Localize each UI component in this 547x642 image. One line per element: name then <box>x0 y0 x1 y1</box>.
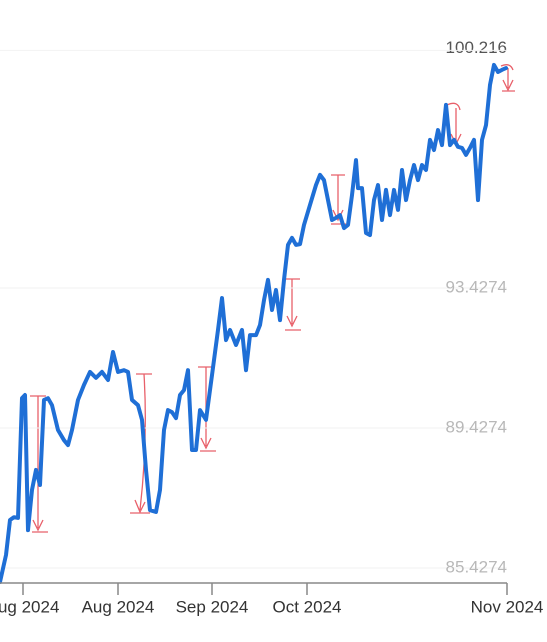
x-tick-label: Nov 2024 <box>471 597 544 616</box>
line <box>0 62 508 584</box>
y-tick-label: 85.4274 <box>446 558 507 577</box>
y-tick-label: 93.4274 <box>446 277 507 296</box>
y-tick-label: 100.216 <box>446 38 507 57</box>
x-tick-label: Aug 2024 <box>0 597 59 616</box>
y-tick-label: 89.4274 <box>446 418 507 437</box>
x-tick-label: Sep 2024 <box>176 597 249 616</box>
x-tick-label: Aug 2024 <box>82 597 155 616</box>
x-tick-label: Oct 2024 <box>273 597 342 616</box>
